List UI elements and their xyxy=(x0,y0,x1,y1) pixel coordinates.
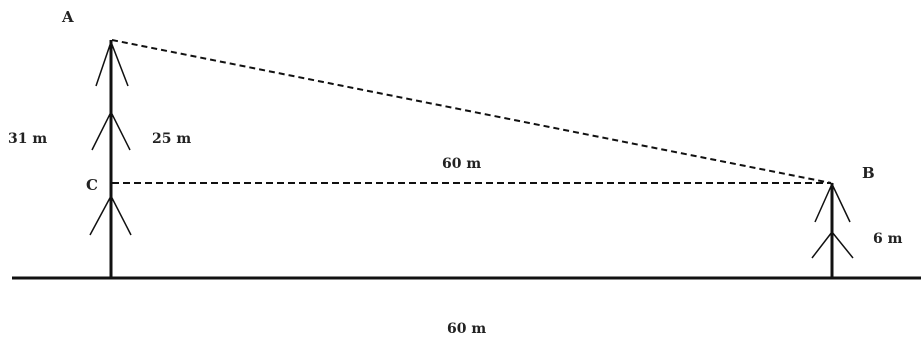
short-tree-canopy-top xyxy=(814,182,851,223)
tall-tree-height-label: 31 m xyxy=(8,131,47,147)
tall-tree-canopy-middle xyxy=(91,110,131,151)
horizontal-gap-label: 60 m xyxy=(442,156,481,172)
upper-segment-label: 25 m xyxy=(152,131,191,147)
short-tree xyxy=(811,182,854,278)
ground-distance-label: 60 m xyxy=(447,321,486,337)
tall-tree xyxy=(89,39,132,278)
line-a-to-b xyxy=(111,39,832,184)
short-tree-height-label: 6 m xyxy=(873,231,903,247)
tall-tree-canopy-top xyxy=(95,39,129,87)
point-c-label: C xyxy=(86,176,98,194)
short-tree-canopy-bottom xyxy=(811,230,854,259)
point-b-label: B xyxy=(862,164,875,182)
point-a-label: A xyxy=(61,8,74,26)
tall-tree-canopy-bottom xyxy=(89,194,132,236)
